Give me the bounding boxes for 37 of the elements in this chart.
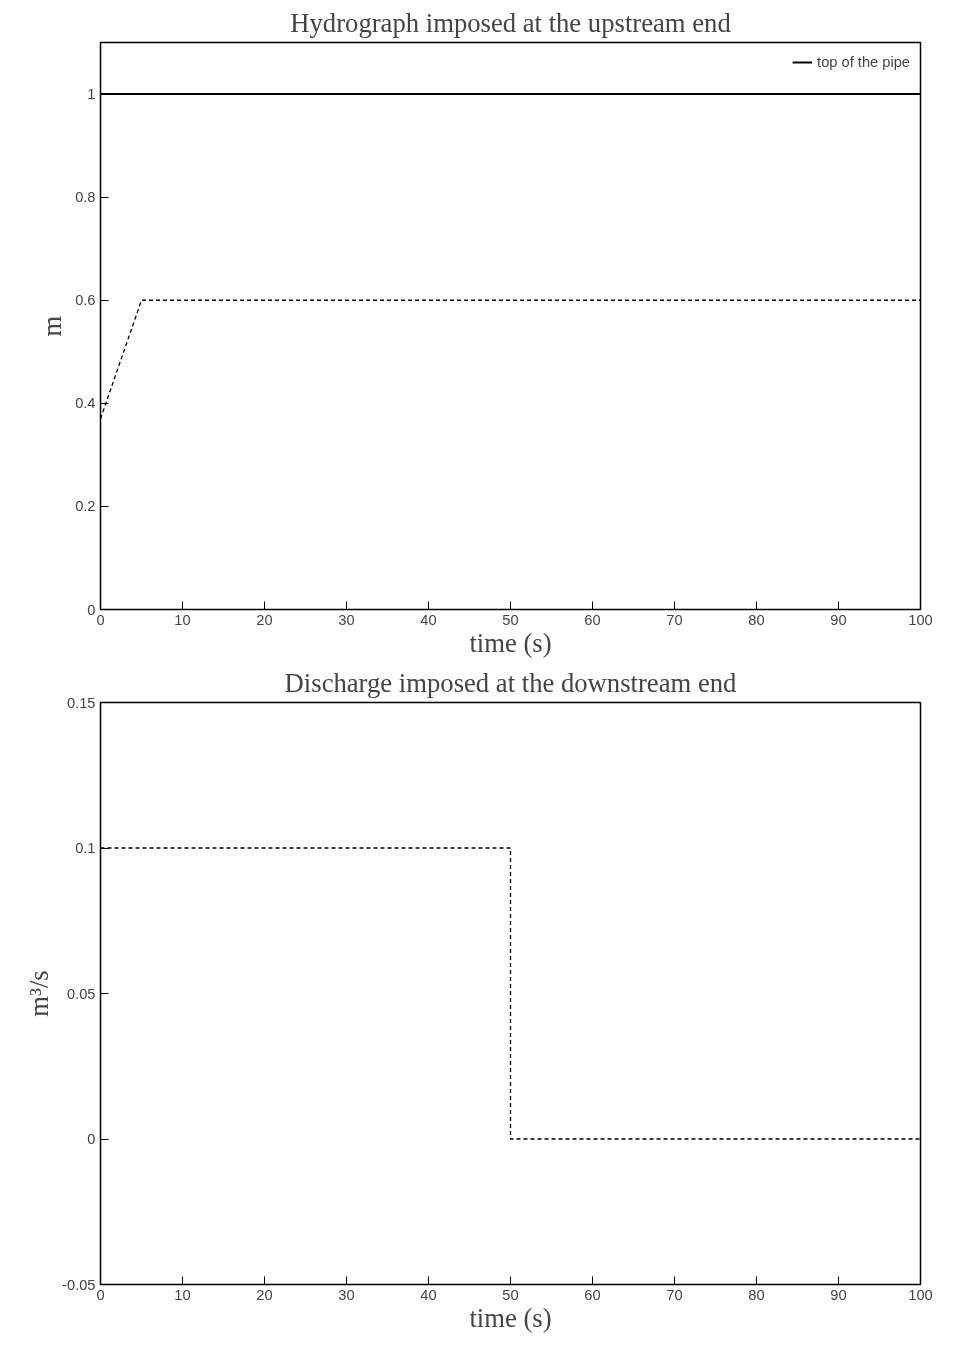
x-tick-label: 20 bbox=[256, 611, 273, 628]
x-tick-label: 10 bbox=[174, 611, 191, 628]
y-tick-label: 0.4 bbox=[75, 395, 96, 412]
x-tick-label: 80 bbox=[748, 1286, 765, 1303]
x-tick-label: 60 bbox=[584, 1286, 601, 1303]
y-tick-label: 1 bbox=[87, 86, 96, 103]
legend-label: top of the pipe bbox=[817, 54, 910, 70]
x-tick-label: 30 bbox=[338, 1286, 355, 1303]
x-tick-label: 40 bbox=[420, 1286, 437, 1303]
y-tick-label: 0.8 bbox=[75, 189, 96, 206]
x-tick-label: 30 bbox=[338, 611, 355, 628]
y-tick-label: -0.05 bbox=[62, 1276, 96, 1293]
x-tick-label: 10 bbox=[174, 1286, 191, 1303]
x-tick-label: 100 bbox=[908, 611, 933, 628]
y-axis-title: m³/s bbox=[24, 970, 55, 1017]
y-tick-label: 0 bbox=[87, 1131, 96, 1147]
y-tick-label: 0.2 bbox=[75, 498, 96, 515]
x-tick-label: 70 bbox=[666, 611, 683, 628]
x-tick-label: 100 bbox=[908, 1286, 933, 1303]
y-tick-label: 0.6 bbox=[75, 292, 96, 309]
x-tick-label: 90 bbox=[830, 611, 847, 628]
x-tick-label: 90 bbox=[830, 1286, 847, 1303]
x-tick-label: 60 bbox=[584, 611, 601, 628]
x-tick-label: 50 bbox=[502, 611, 519, 628]
x-tick-label: 40 bbox=[420, 611, 437, 628]
y-tick-label: 0.15 bbox=[66, 694, 96, 711]
chart-title: Discharge imposed at the downstream end bbox=[284, 667, 737, 698]
y-tick-label: 0.1 bbox=[75, 840, 96, 856]
x-axis-title: time (s) bbox=[469, 1302, 552, 1333]
y-axis-title: m bbox=[37, 315, 68, 337]
x-tick-label: 70 bbox=[666, 1286, 683, 1303]
x-tick-label: 20 bbox=[256, 1286, 273, 1303]
chart-title: Hydrograph imposed at the upstream end bbox=[290, 7, 731, 38]
x-tick-label: 80 bbox=[748, 611, 765, 628]
x-axis-title: time (s) bbox=[469, 627, 552, 658]
x-tick-label: 50 bbox=[502, 1286, 519, 1303]
y-tick-label: 0.05 bbox=[66, 985, 96, 1002]
